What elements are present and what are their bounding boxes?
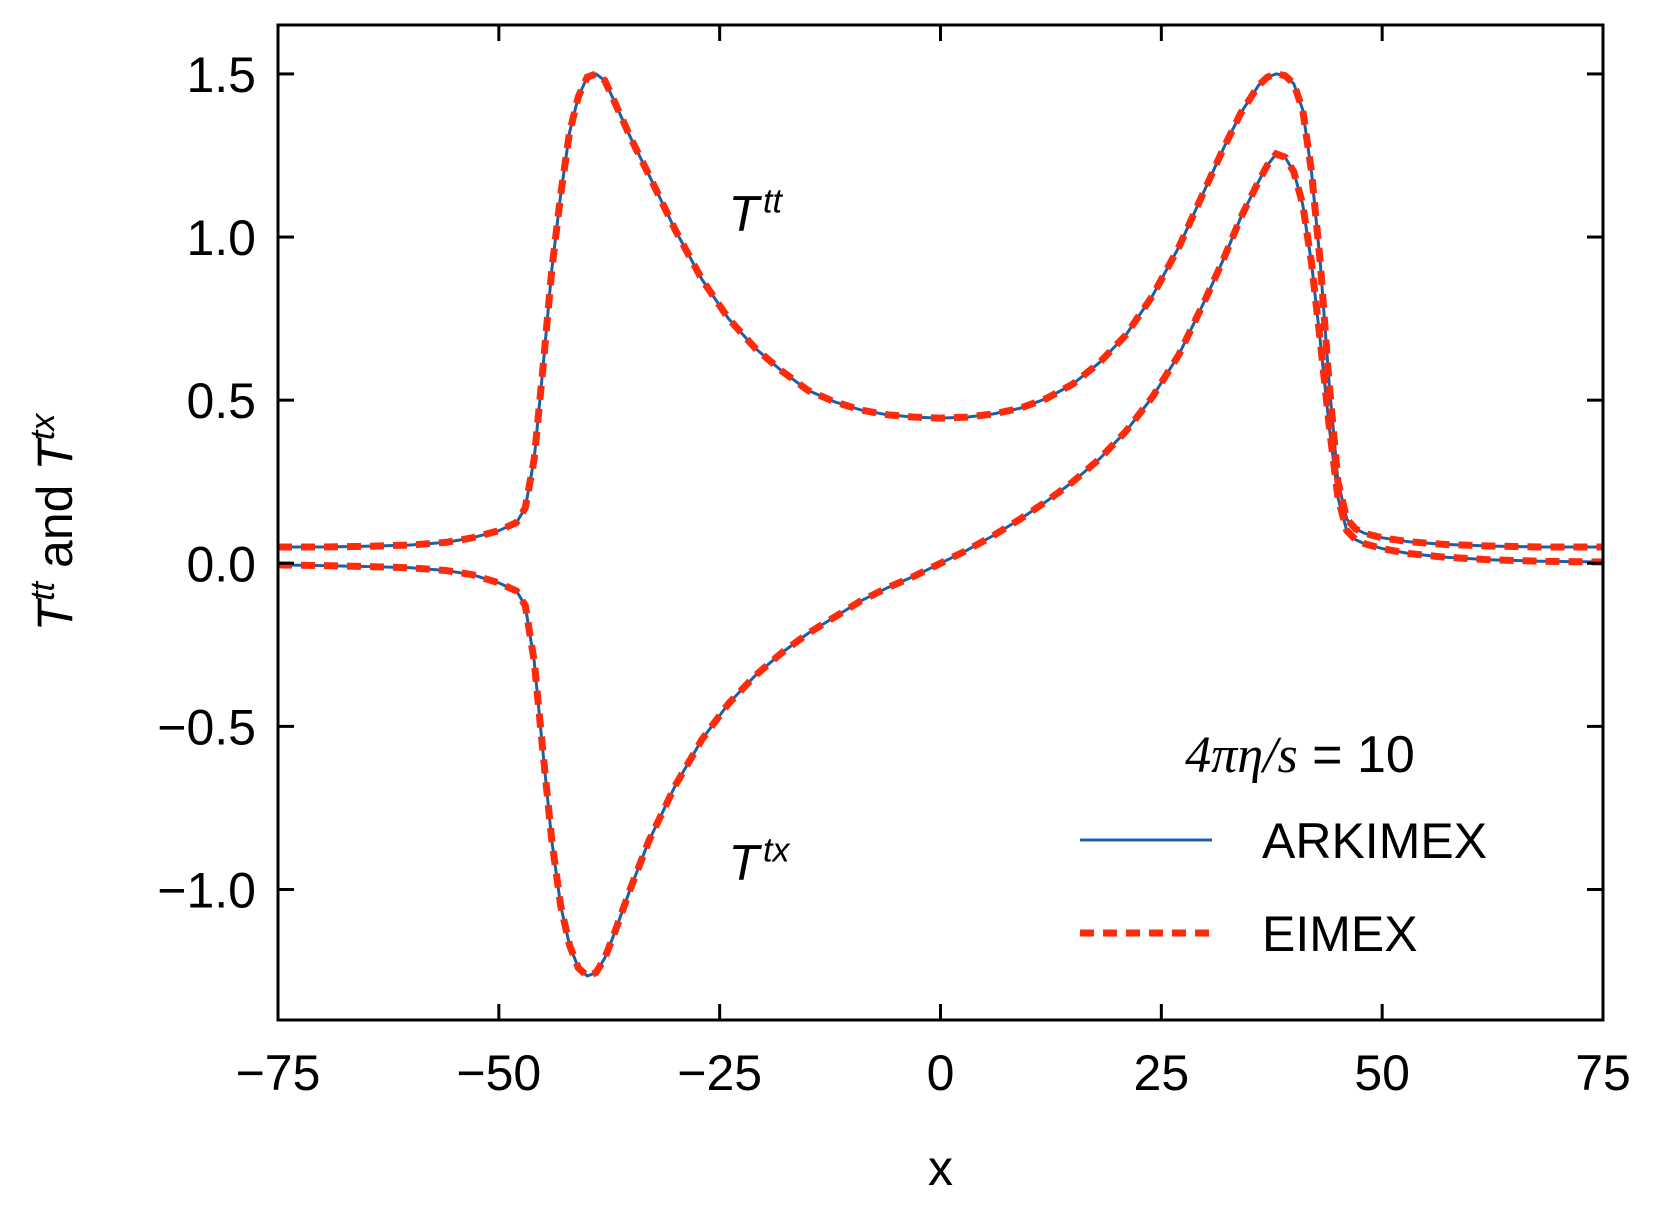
- label-layer: −75 −50 −25 0 25 50 75 −1.0 −0.5 0.0 0.5 1.0 1.5 x Ttt…: [24, 47, 1631, 1196]
- y-tick-label: 1.5: [186, 47, 256, 103]
- series-eimex-line-2: [277, 149, 1604, 981]
- series-arkimex-line-1: [278, 72, 1603, 549]
- x-tick-label: −50: [456, 1045, 541, 1101]
- legend-arkimex-label: ARKIMEX: [1262, 813, 1487, 869]
- plot-layer: [277, 69, 1604, 981]
- x-tick-label: −75: [236, 1045, 321, 1101]
- x-tick-label: −25: [677, 1045, 762, 1101]
- y-axis-title: Ttt and Ttx: [24, 413, 83, 632]
- tick-layer: [276, 25, 1605, 1020]
- y-tick-label: −0.5: [157, 699, 256, 755]
- x-tick-label: 75: [1575, 1045, 1631, 1101]
- legend-title: 4πη/s = 10: [1185, 726, 1415, 784]
- y-tick-label: 0.5: [186, 373, 256, 429]
- series-eimex-line-1: [278, 69, 1603, 551]
- x-tick-label: 0: [927, 1045, 955, 1101]
- x-axis-title: x: [928, 1140, 953, 1196]
- y-tick-label: −1.0: [157, 863, 256, 919]
- plot-frame: [276, 23, 1605, 1022]
- x-tick-label: 50: [1354, 1045, 1410, 1101]
- y-tick-label: 0.0: [186, 536, 256, 592]
- x-tick-label: 25: [1134, 1045, 1190, 1101]
- legend-eimex-label: EIMEX: [1262, 906, 1418, 962]
- legend: 4πη/s = 10 ARKIMEX EIMEX: [1080, 726, 1487, 962]
- y-tick-label: 1.0: [186, 210, 256, 266]
